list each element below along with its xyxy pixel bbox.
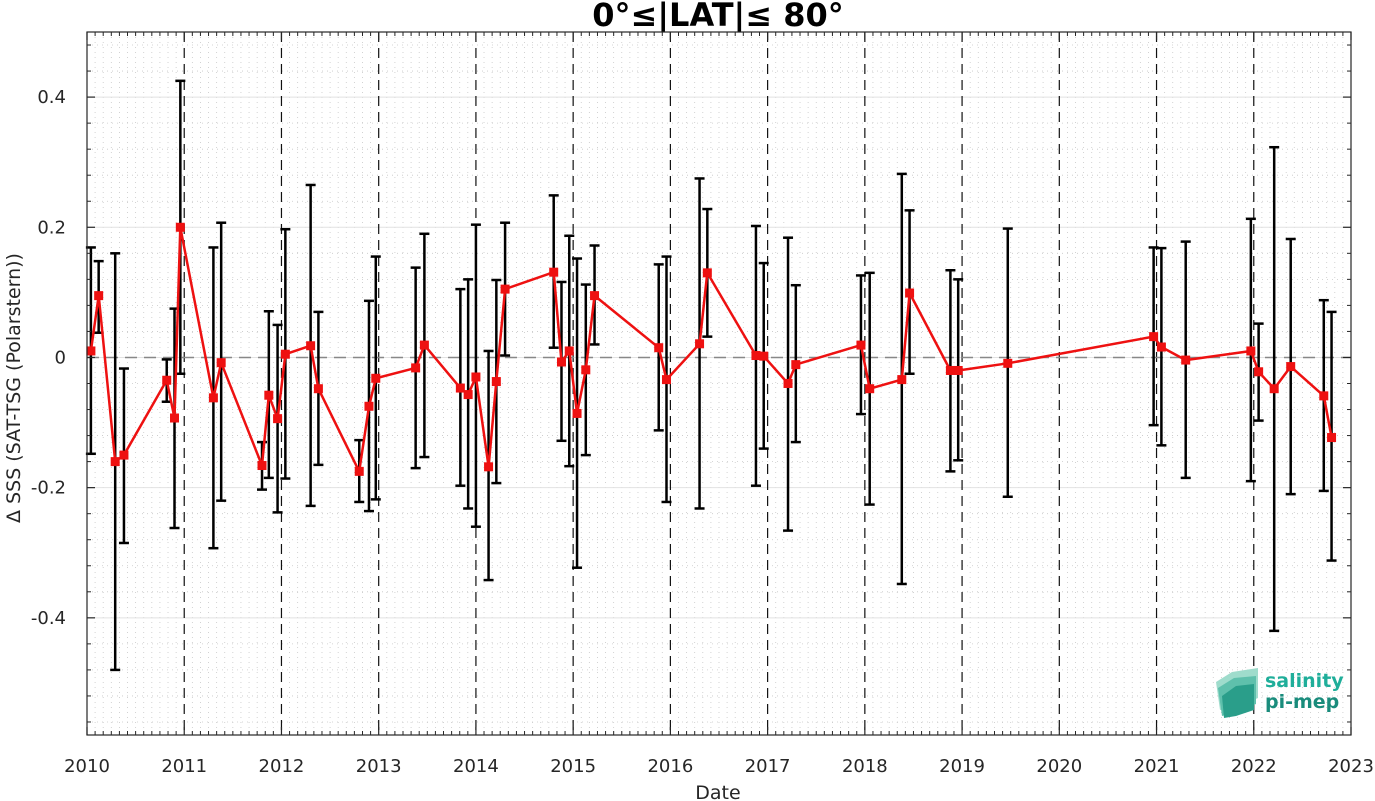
series-polyline	[89, 226, 1333, 473]
data-point	[564, 346, 574, 356]
data-point	[1254, 367, 1264, 377]
data-point	[455, 383, 465, 393]
data-point	[119, 450, 129, 460]
data-point	[945, 365, 955, 375]
data-point	[791, 360, 801, 370]
data-point	[419, 340, 429, 350]
data-point	[695, 339, 705, 349]
data-point	[905, 288, 915, 298]
x-tick-label: 2010	[64, 756, 110, 777]
series-markers	[86, 222, 1337, 476]
y-tick-label: -0.4	[31, 608, 66, 629]
x-tick-label: 2021	[1134, 756, 1180, 777]
x-tick-label: 2015	[550, 756, 596, 777]
x-tick-label: 2017	[745, 756, 791, 777]
data-point	[491, 377, 501, 387]
data-point	[471, 372, 481, 382]
data-point	[94, 291, 104, 301]
data-point	[556, 357, 566, 367]
data-point	[500, 284, 510, 294]
data-point	[411, 363, 421, 373]
x-tick-label: 2014	[453, 756, 499, 777]
data-point	[1319, 391, 1329, 401]
data-point	[1003, 358, 1013, 368]
y-tick-label: -0.2	[31, 478, 66, 499]
data-point	[865, 384, 875, 394]
x-tick-label: 2019	[939, 756, 985, 777]
data-point	[216, 358, 226, 368]
data-point	[1286, 362, 1296, 372]
data-point	[549, 267, 559, 277]
data-point	[1149, 332, 1159, 342]
data-point	[953, 365, 963, 375]
data-point	[1269, 384, 1279, 394]
data-point	[280, 349, 290, 359]
year-lines	[183, 32, 1255, 735]
data-point	[371, 373, 381, 383]
data-point	[175, 222, 185, 232]
data-point	[1246, 346, 1256, 356]
y-ticks: 0.4 0.2 0 -0.2 -0.4	[31, 44, 1351, 723]
data-point	[86, 346, 96, 356]
data-point	[208, 393, 218, 403]
data-point	[856, 340, 866, 350]
data-point	[354, 466, 364, 476]
data-point	[306, 341, 316, 351]
data-point	[162, 375, 172, 385]
x-tick-label: 2013	[356, 756, 402, 777]
data-point	[463, 390, 473, 400]
x-tick-label: 2011	[161, 756, 207, 777]
x-tick-label: 2023	[1328, 756, 1374, 777]
data-point	[751, 351, 761, 361]
data-point	[759, 351, 769, 361]
data-point	[661, 375, 671, 385]
data-point	[1156, 342, 1166, 352]
logo-waves-icon	[1216, 668, 1258, 718]
data-point	[1327, 433, 1337, 443]
y-tick-label: 0.4	[37, 87, 66, 108]
data-point	[257, 461, 267, 471]
chart-title: 0°≤|LAT|≤ 80°	[592, 0, 843, 35]
logo-text-pi-mep: pi-mep	[1265, 691, 1339, 713]
data-point	[654, 343, 664, 353]
data-point	[313, 384, 323, 394]
y-tick-label: 0	[55, 347, 66, 368]
data-point	[264, 390, 274, 400]
x-tick-label: 2020	[1036, 756, 1082, 777]
data-point	[170, 413, 180, 423]
data-point	[783, 379, 793, 388]
data-point	[273, 414, 283, 424]
data-point	[110, 457, 120, 467]
data-point	[702, 268, 712, 278]
data-point	[897, 375, 907, 385]
x-tick-label: 2018	[842, 756, 888, 777]
y-axis-label: Δ SSS (SAT-TSG (Polarstern))	[3, 253, 25, 523]
x-tick-label: 2016	[647, 756, 693, 777]
data-point	[1181, 355, 1191, 365]
x-ticks: 2010 2011 2012 2013 2014 2015 2016 2017 2018 2019…	[64, 32, 1374, 777]
salinity-pi-mep-logo: salinity pi-mep	[1216, 668, 1344, 718]
data-point	[581, 365, 591, 375]
series-line	[89, 226, 1333, 473]
x-tick-label: 2022	[1231, 756, 1277, 777]
data-point	[484, 462, 494, 472]
x-axis-label: Date	[695, 782, 740, 801]
data-point	[364, 401, 374, 411]
data-point	[590, 291, 600, 301]
y-tick-label: 0.2	[37, 217, 66, 238]
x-tick-label: 2012	[259, 756, 305, 777]
logo-text-salinity: salinity	[1265, 670, 1344, 692]
data-point	[572, 408, 582, 418]
